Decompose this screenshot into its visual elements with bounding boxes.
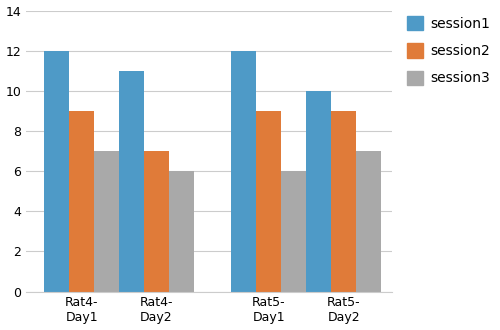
- Bar: [256, 111, 281, 292]
- Bar: [306, 91, 331, 292]
- Bar: [69, 111, 94, 292]
- Bar: [144, 151, 169, 292]
- Bar: [94, 151, 119, 292]
- Bar: [169, 171, 194, 292]
- Bar: [119, 71, 144, 292]
- Bar: [44, 51, 69, 292]
- Bar: [356, 151, 381, 292]
- Legend: session1, session2, session3: session1, session2, session3: [402, 12, 494, 90]
- Bar: [331, 111, 356, 292]
- Bar: [232, 51, 256, 292]
- Bar: [282, 171, 306, 292]
